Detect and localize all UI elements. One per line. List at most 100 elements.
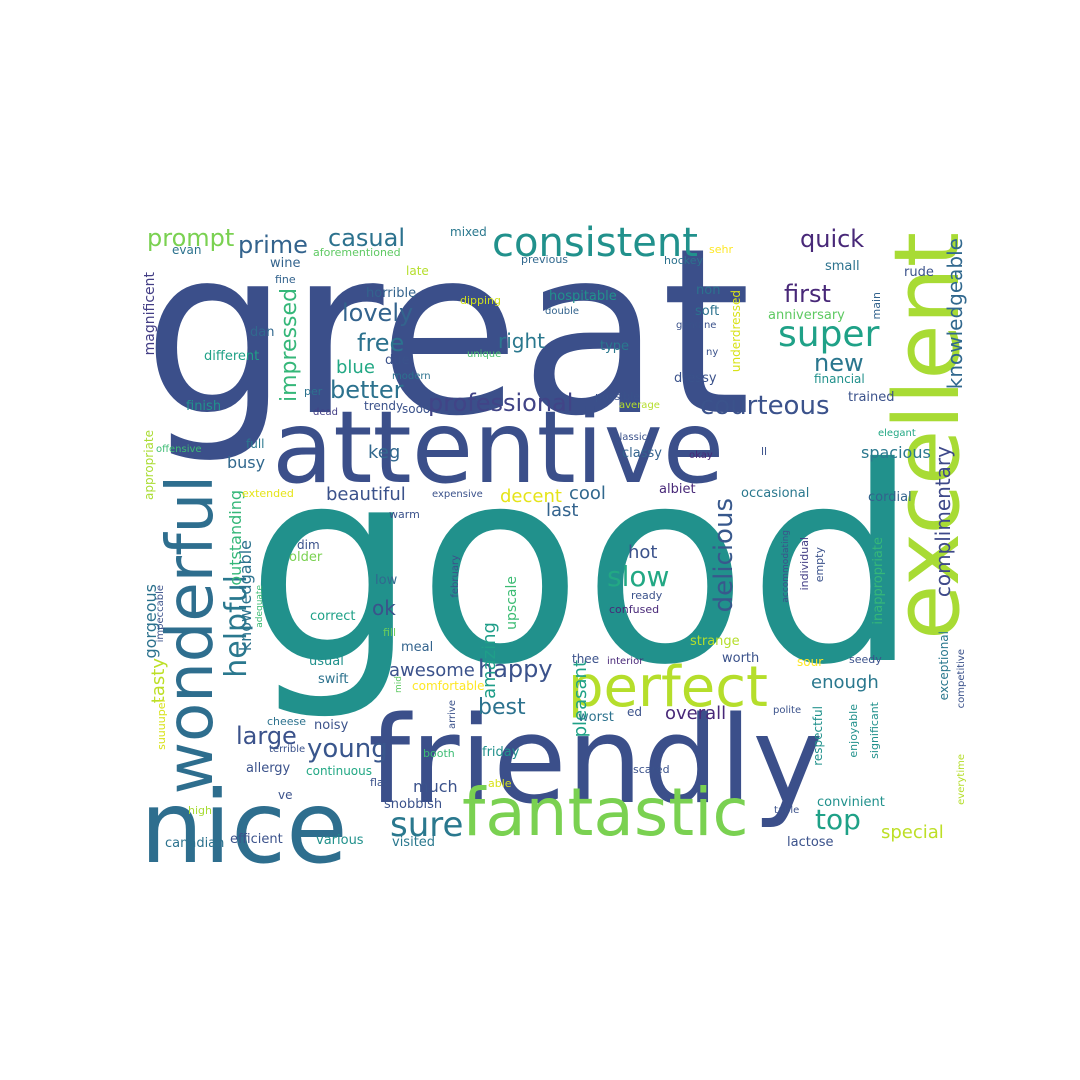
word-tasty: tasty (148, 658, 169, 704)
word-slow: slow (607, 560, 669, 593)
word-canadian: canadian (165, 836, 224, 851)
word-upscale: upscale (504, 576, 520, 630)
word-significant: significant (868, 701, 881, 758)
word-gorgeous: gorgeous (141, 584, 160, 659)
word-wine: wine (270, 256, 300, 271)
word-booth: booth (423, 747, 455, 760)
word-ve: ve (278, 788, 292, 802)
word-complimentary: complimentary (931, 446, 955, 597)
word-older: older (289, 550, 323, 565)
word-albiet: albiet (659, 482, 696, 497)
word-elegant: elegant (878, 428, 916, 439)
word-keg: keg (368, 442, 400, 463)
word-young: young (307, 734, 388, 764)
word-good: good (246, 409, 919, 724)
word-happy: happy (478, 655, 553, 683)
word-snobbish: snobbish (384, 797, 442, 812)
word-type: type (600, 339, 629, 354)
word-attentive: attentive (272, 389, 724, 506)
word-wonderful: wonderful (154, 475, 228, 794)
word-worst: worst (578, 710, 614, 725)
word-exceptional: exceptional (937, 631, 951, 700)
word-sooo: sooo (402, 402, 430, 416)
word-evan: evan (172, 243, 201, 257)
word-small: small (825, 259, 860, 274)
word-special: special (881, 822, 944, 843)
word-strange: strange (690, 634, 740, 649)
word-courteous: courteous (700, 391, 830, 421)
word-knowledgeable: knowledgeable (943, 238, 967, 389)
word-helpful: helpful (219, 575, 254, 678)
word-comfortable: comfortable (412, 679, 485, 693)
word-beautiful: beautiful (326, 484, 406, 505)
word-non: non (696, 283, 720, 298)
word-magnificent: magnificent (142, 271, 158, 355)
word-modern: modern (392, 371, 431, 382)
word-anniversary: anniversary (768, 308, 845, 323)
word-february: february (450, 555, 461, 598)
word-flat: flat (370, 776, 389, 789)
word-offensive: offensive (156, 444, 202, 455)
word-suuuuper: suuuuper (155, 698, 168, 750)
word-cordial: cordial (868, 490, 912, 505)
word-top: top (815, 803, 861, 836)
word-dead: dead (313, 407, 338, 418)
word-large: large (236, 722, 297, 750)
word-accommodating: accommodating (781, 530, 791, 603)
word-ed: ed (627, 705, 642, 719)
word-various: various (316, 833, 364, 848)
word-extended: extended (242, 487, 294, 500)
word-enjoyable: enjoyable (847, 704, 860, 758)
word-mid: mid (394, 676, 404, 693)
word-casual: casual (328, 224, 405, 252)
word-much: much (413, 777, 458, 796)
word-cheese: cheese (267, 715, 306, 728)
word-aforementioned: aforementioned (313, 246, 401, 259)
word-fill: fill (383, 626, 396, 639)
word-knowledgable: knowledgable (236, 540, 255, 651)
word-right: right (498, 329, 545, 353)
word-impressed: impressed (277, 288, 302, 402)
word-dan: dan (250, 325, 274, 340)
word-first: first (784, 280, 831, 308)
word-underdressed: underdressed (729, 290, 743, 372)
word-excellent: excellent (875, 232, 980, 640)
word-overall: overall (665, 703, 726, 724)
word-different: different (204, 349, 259, 364)
word-efficient: efficient (230, 832, 283, 847)
word-impeccable: impeccable (155, 585, 166, 642)
word-classy: classy (622, 446, 662, 461)
word-best: best (478, 695, 526, 720)
word-amazing: amazing (479, 622, 500, 699)
word-better: better (330, 376, 404, 404)
word-terrible: terrible (269, 744, 305, 755)
word-correct: correct (310, 609, 356, 624)
word-great: great (143, 200, 751, 467)
word-possible: possible (595, 390, 640, 403)
word-delicious: delicious (709, 498, 739, 612)
word-continuous: continuous (306, 764, 372, 778)
word-allergy: allergy (246, 761, 291, 776)
word-trained: trained (848, 390, 895, 405)
word-rude: rude (904, 265, 934, 280)
word-expensive: expensive (432, 489, 483, 500)
word-decent: decent (500, 486, 562, 507)
word-dressy: dressy (674, 371, 717, 386)
word-able: able (488, 777, 512, 790)
word-ready: ready (631, 589, 663, 602)
word-new: new (814, 349, 864, 377)
word-perfect: perfect (568, 655, 768, 720)
word-occasional: occasional (741, 486, 809, 501)
word-everytime: everytime (956, 754, 967, 805)
word-okay: okay (689, 450, 713, 461)
word-inappropriate: inappropriate (871, 537, 886, 625)
word-visited: visited (392, 835, 435, 850)
word-professional: professional (428, 389, 573, 417)
word-usual: usual (309, 654, 344, 669)
word-prime: prime (238, 231, 308, 259)
word-competitive: competitive (956, 649, 967, 708)
word-prompt: prompt (147, 224, 234, 252)
word-fine: fine (275, 273, 296, 286)
word-unique: unique (467, 349, 501, 360)
